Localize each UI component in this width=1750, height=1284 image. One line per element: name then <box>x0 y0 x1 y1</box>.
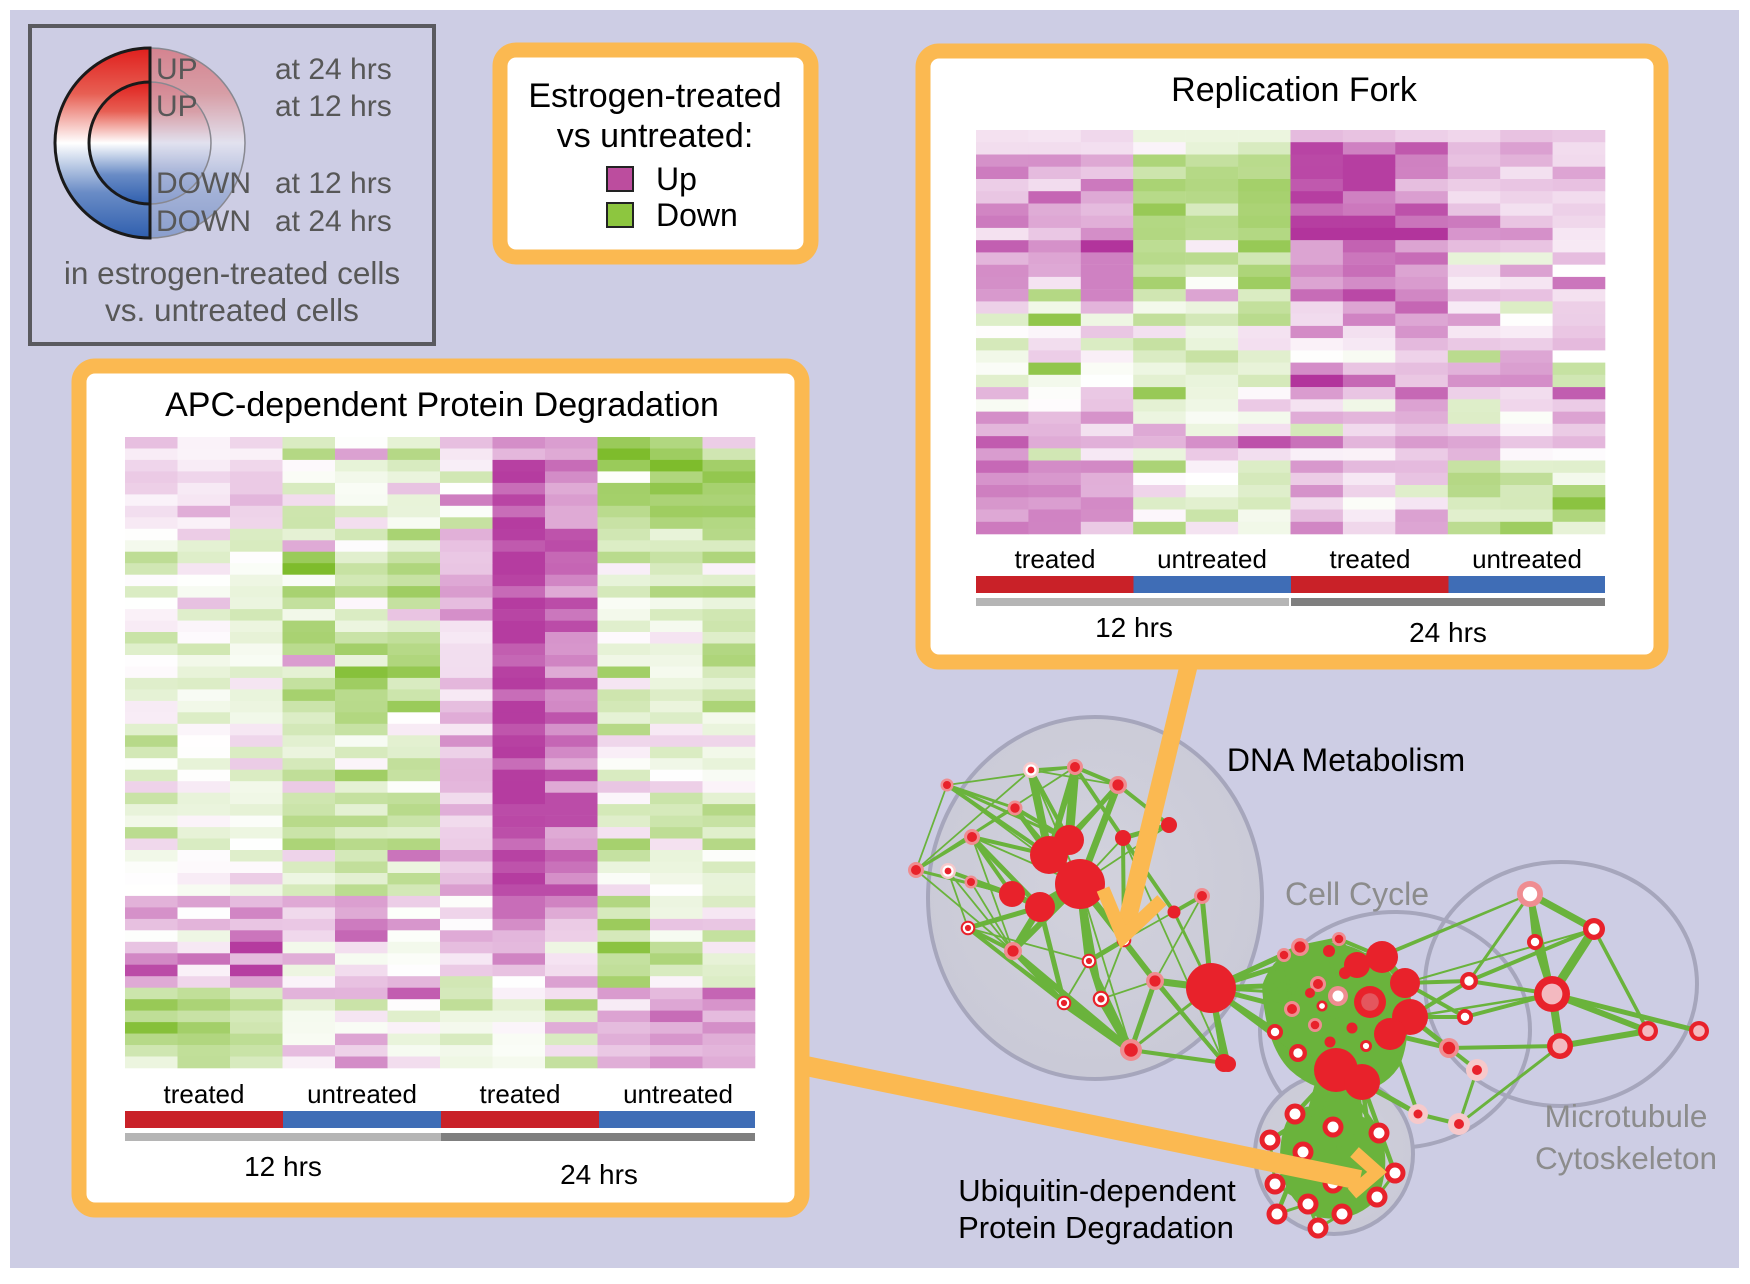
svg-text:Estrogen-treated: Estrogen-treated <box>528 77 781 115</box>
svg-text:12 hrs: 12 hrs <box>244 1151 322 1182</box>
svg-text:vs. untreated cells: vs. untreated cells <box>105 292 359 328</box>
svg-text:Up: Up <box>656 161 697 197</box>
svg-text:at 24 hrs: at 24 hrs <box>275 53 392 86</box>
svg-text:Cytoskeleton: Cytoskeleton <box>1535 1140 1717 1176</box>
svg-text:treated: treated <box>1015 544 1096 574</box>
svg-text:DOWN: DOWN <box>156 205 251 238</box>
svg-text:DOWN: DOWN <box>156 167 251 200</box>
svg-text:vs untreated:: vs untreated: <box>557 117 754 155</box>
svg-text:Replication Fork: Replication Fork <box>1171 71 1418 109</box>
svg-text:UP: UP <box>156 53 198 86</box>
svg-text:DNA Metabolism: DNA Metabolism <box>1227 742 1465 778</box>
svg-text:treated: treated <box>1330 544 1411 574</box>
svg-text:Microtubule: Microtubule <box>1545 1098 1708 1134</box>
svg-text:at 24 hrs: at 24 hrs <box>275 205 392 238</box>
svg-text:12 hrs: 12 hrs <box>1095 612 1173 643</box>
svg-text:untreated: untreated <box>307 1079 417 1109</box>
svg-text:APC-dependent Protein Degradat: APC-dependent Protein Degradation <box>165 386 719 424</box>
svg-text:untreated: untreated <box>623 1079 733 1109</box>
svg-text:Cell Cycle: Cell Cycle <box>1285 876 1429 912</box>
svg-text:treated: treated <box>164 1079 245 1109</box>
svg-text:24 hrs: 24 hrs <box>560 1159 638 1190</box>
svg-text:24 hrs: 24 hrs <box>1409 617 1487 648</box>
svg-text:Protein Degradation: Protein Degradation <box>958 1210 1234 1245</box>
svg-text:Ubiquitin-dependent: Ubiquitin-dependent <box>958 1173 1236 1208</box>
svg-text:in estrogen-treated cells: in estrogen-treated cells <box>64 255 400 291</box>
svg-text:Down: Down <box>656 197 738 233</box>
svg-text:untreated: untreated <box>1157 544 1267 574</box>
svg-text:at 12 hrs: at 12 hrs <box>275 90 392 123</box>
svg-text:untreated: untreated <box>1472 544 1582 574</box>
svg-text:UP: UP <box>156 90 198 123</box>
svg-text:treated: treated <box>480 1079 561 1109</box>
svg-text:at 12 hrs: at 12 hrs <box>275 167 392 200</box>
